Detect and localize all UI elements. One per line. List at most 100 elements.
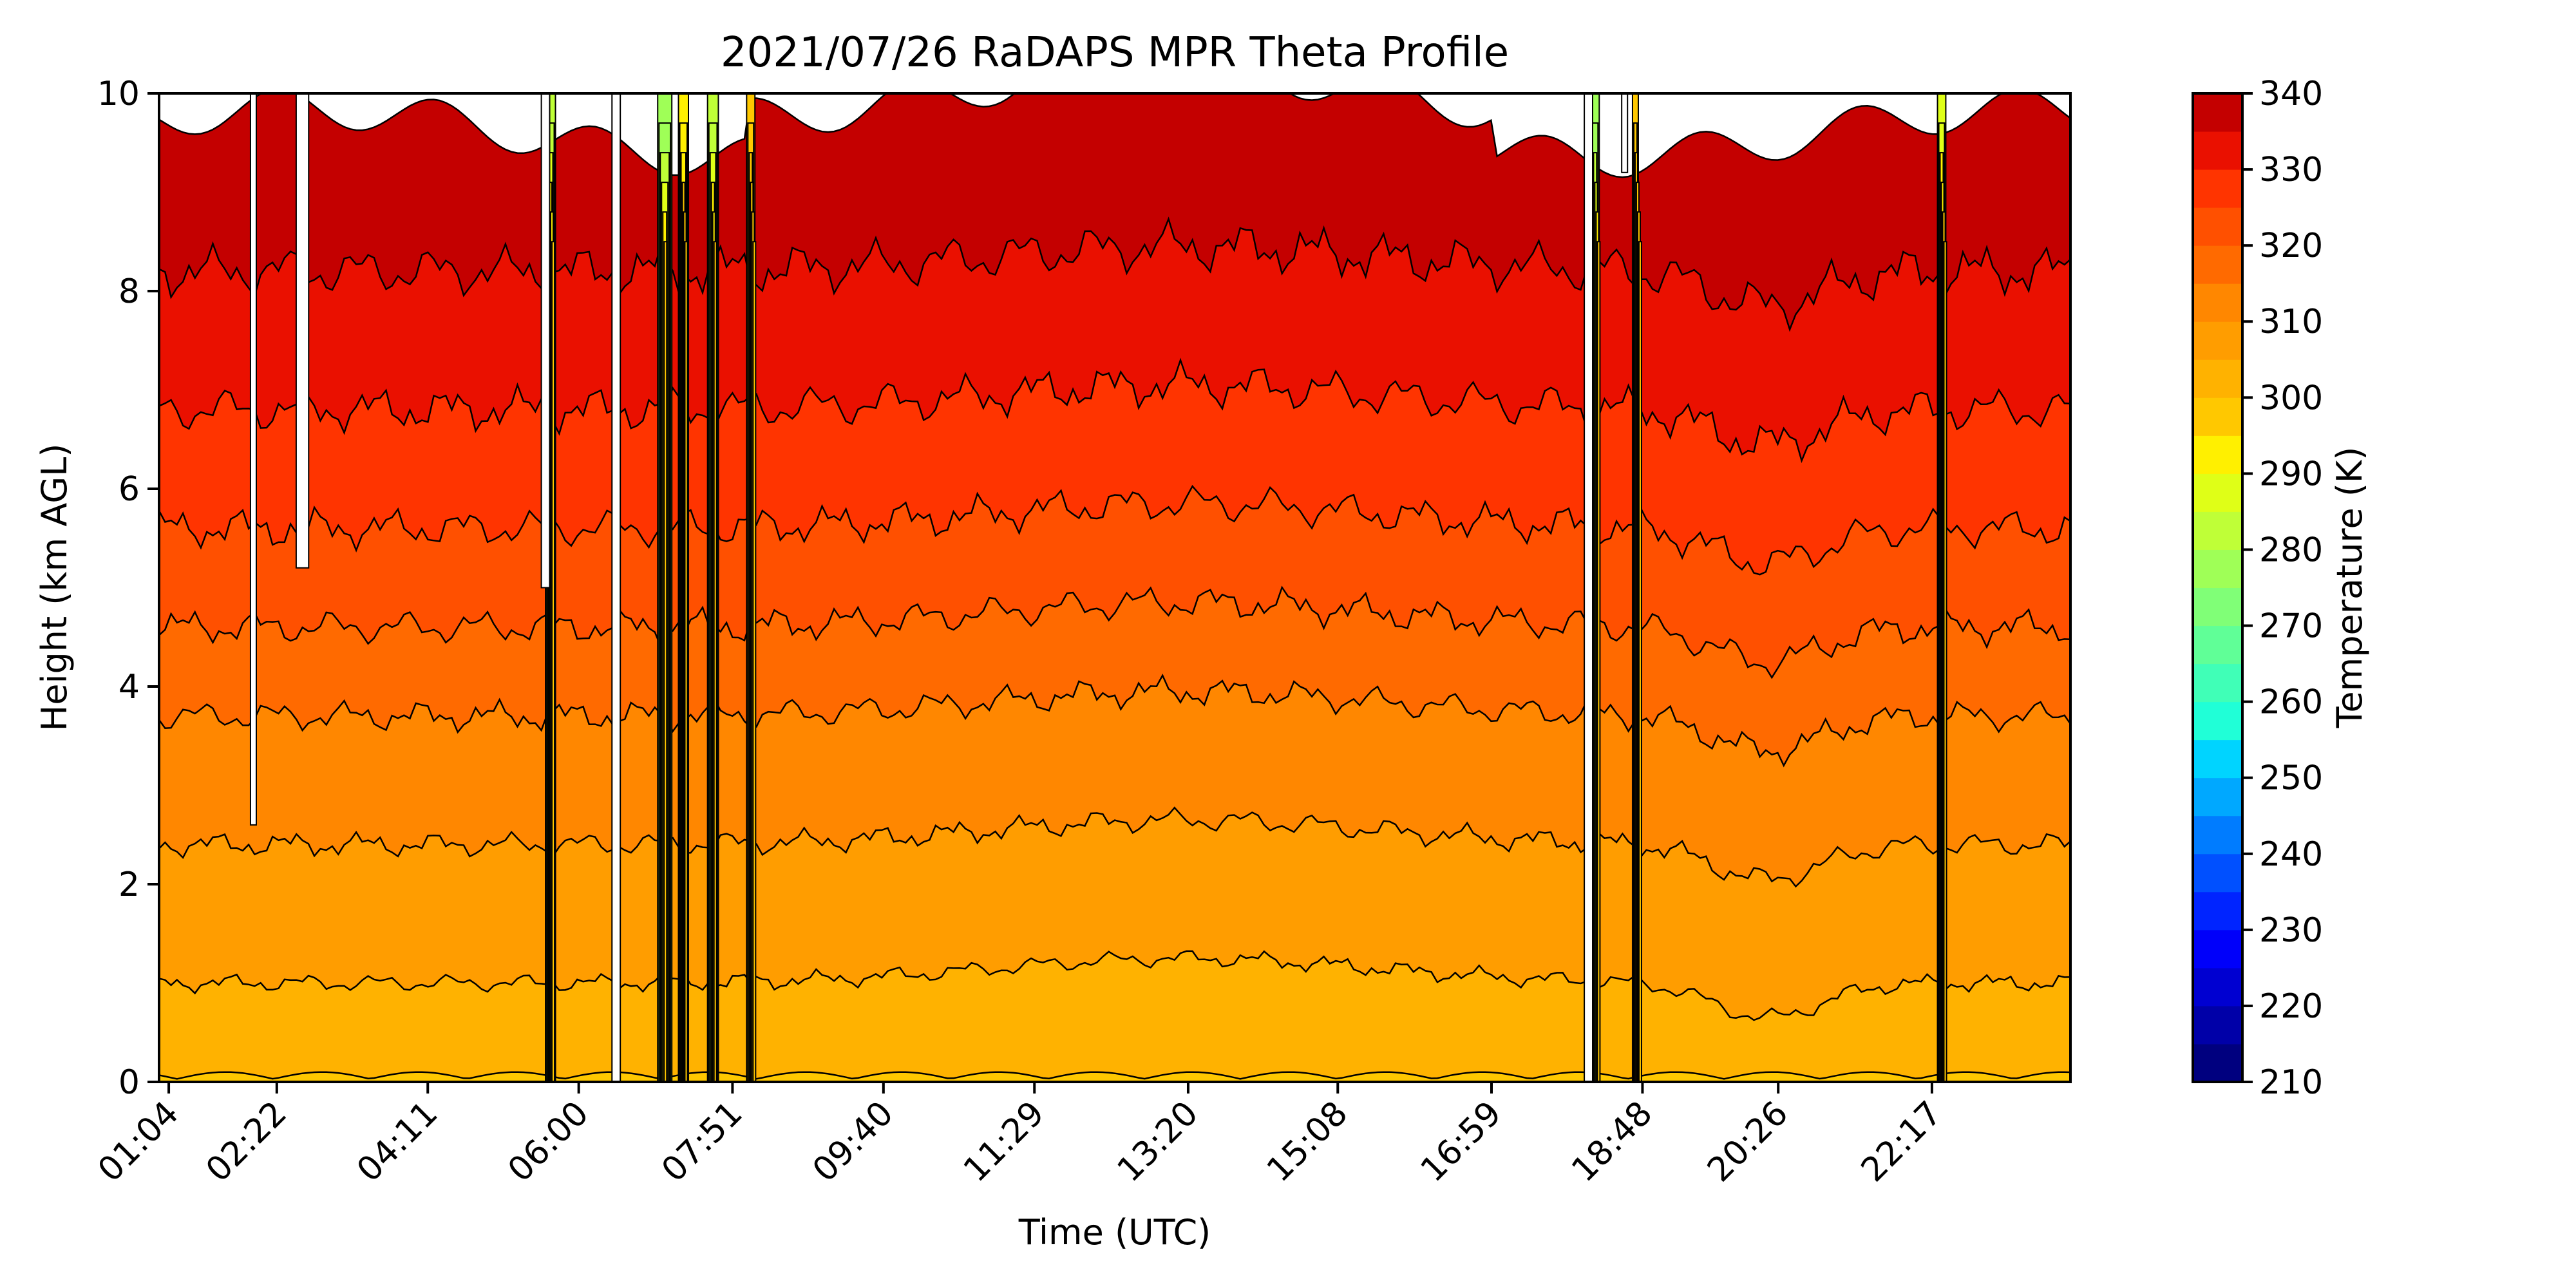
x-tick-label: 07:51 <box>654 1094 750 1189</box>
data-gap <box>1621 93 1629 173</box>
colorbar-label: Temperature (K) <box>2329 447 2370 729</box>
colorbar-tick-label: 240 <box>2259 835 2323 874</box>
colorbar-tick-label: 300 <box>2259 379 2323 417</box>
colorbar-segment <box>2193 853 2242 893</box>
data-gap <box>249 93 257 826</box>
anomaly-segment <box>1943 241 1947 1082</box>
colorbar-segment <box>2193 1005 2242 1045</box>
x-tick-label: 04:11 <box>350 1094 445 1189</box>
colorbar-segment <box>2193 967 2242 1007</box>
anomaly-column <box>1937 93 1947 1082</box>
colorbar-tick-label: 340 <box>2259 75 2323 113</box>
colorbar-tick-label: 210 <box>2259 1063 2323 1102</box>
x-tick-label: 09:40 <box>806 1094 901 1189</box>
colorbar-segment <box>2193 625 2242 665</box>
x-tick-label: 06:00 <box>500 1094 596 1189</box>
plot-area <box>158 92 2072 1083</box>
x-tick-label: 01:04 <box>91 1094 186 1189</box>
colorbar-segment <box>2193 207 2242 246</box>
colorbar-segment <box>2193 283 2242 322</box>
contour-line-325K <box>159 484 2070 576</box>
contour-band-335K <box>159 93 2070 330</box>
data-gap <box>611 93 621 1082</box>
colorbar-segment <box>2193 435 2242 474</box>
y-tick-label: 4 <box>118 668 140 706</box>
colorbar: 210 220 230 240 250 260 270 280 290 300 310 320 330 3… <box>2192 75 2323 1102</box>
anomaly-segment <box>752 241 757 1082</box>
colorbar-segment <box>2193 663 2242 703</box>
colorbar-segment <box>2193 777 2242 817</box>
x-tick-label: 16:59 <box>1414 1094 1509 1189</box>
colorbar-tick-label: 220 <box>2259 987 2323 1026</box>
anomaly-segment <box>713 241 717 1082</box>
colorbar-segment <box>2193 131 2242 170</box>
contour-line-305K <box>159 950 2070 1021</box>
colorbar-tick-label: 230 <box>2259 911 2323 950</box>
y-tick-label: 6 <box>118 470 140 509</box>
colorbar-tick-label: 250 <box>2259 759 2323 798</box>
colorbar-segment <box>2193 245 2242 284</box>
colorbar-tick-label: 320 <box>2259 227 2323 265</box>
y-tick-label: 0 <box>118 1063 140 1102</box>
anomaly-column <box>746 93 757 1082</box>
colorbar-segment <box>2193 359 2242 398</box>
y-tick-label: 10 <box>97 75 140 113</box>
y-tick-label: 8 <box>118 272 140 311</box>
colorbar-tick-label: 280 <box>2259 531 2323 569</box>
anomaly-column <box>657 93 673 1082</box>
data-gap <box>295 93 310 569</box>
colorbar-segment <box>2193 1043 2242 1083</box>
colorbar-segment <box>2193 587 2242 627</box>
colorbar-segment <box>2193 169 2242 208</box>
contour-line-320K <box>159 585 2070 679</box>
x-tick-label: 11:29 <box>956 1094 1052 1189</box>
colorbar-tick-label: 290 <box>2259 455 2323 493</box>
anomaly-segment <box>551 241 556 1082</box>
x-axis: 01:04 02:22 04:11 06:00 07:51 09:40 11:29 13:20… <box>91 1082 1949 1189</box>
anomaly-segment <box>1596 241 1601 1082</box>
x-tick-label: 22:17 <box>1854 1094 1949 1189</box>
anomaly-segment <box>1638 241 1642 1082</box>
anomaly-column <box>1631 93 1642 1082</box>
x-tick-label: 13:20 <box>1110 1094 1206 1189</box>
colorbar-segment <box>2193 891 2242 931</box>
colorbar-segment <box>2193 321 2242 360</box>
contour-line-300K <box>159 1071 2070 1080</box>
anomaly-segment <box>684 241 688 1082</box>
colorbar-tick-label: 310 <box>2259 303 2323 341</box>
y-tick-label: 2 <box>118 866 140 904</box>
colorbar-frame <box>2192 92 2244 1083</box>
contour-line-315K <box>159 673 2070 768</box>
colorbar-segment <box>2193 929 2242 969</box>
x-tick-label: 18:48 <box>1564 1094 1660 1189</box>
contour-line-340K <box>159 93 2070 178</box>
colorbar-segment <box>2193 739 2242 779</box>
x-tick-label: 20:26 <box>1700 1094 1795 1189</box>
colorbar-segment <box>2193 93 2242 132</box>
y-axis: 0 2 4 6 8 10 <box>97 75 159 1102</box>
contour-line-335K <box>159 216 2070 332</box>
anomaly-segment <box>663 241 668 1082</box>
x-tick-label: 02:22 <box>199 1094 294 1189</box>
colorbar-segment <box>2193 511 2242 550</box>
colorbar-tick-label: 330 <box>2259 151 2323 189</box>
y-axis-label: Height (km AGL) <box>34 444 75 732</box>
anomaly-column <box>706 93 719 1082</box>
contour-field <box>159 93 2070 1082</box>
colorbar-tick-label: 260 <box>2259 683 2323 722</box>
plot-frame <box>158 92 2072 1083</box>
colorbar-tick-label: 270 <box>2259 607 2323 646</box>
colorbar-segment <box>2193 815 2242 855</box>
chart-title: 2021/07/26 RaDAPS MPR Theta Profile <box>721 29 1509 77</box>
x-tick-label: 15:08 <box>1260 1094 1355 1189</box>
colorbar-segment <box>2193 701 2242 741</box>
anomaly-column <box>677 93 690 1082</box>
colorbar-segment <box>2193 473 2242 512</box>
colorbar-segment <box>2193 549 2242 588</box>
contour-line-330K <box>159 357 2070 464</box>
colorbar-segment <box>2193 397 2242 436</box>
data-gap <box>1584 93 1594 1082</box>
x-axis-label: Time (UTC) <box>1018 1212 1211 1253</box>
contour-line-310K <box>159 806 2070 888</box>
